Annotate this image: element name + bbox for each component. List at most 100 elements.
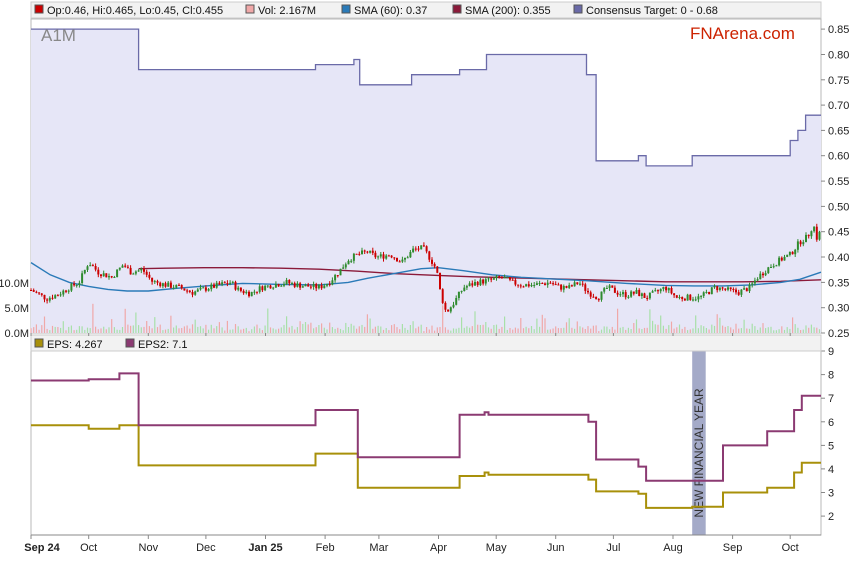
price-tick-label: 0.55 <box>828 176 849 188</box>
volume-bar <box>170 315 172 333</box>
volume-bar <box>412 321 414 333</box>
volume-bar <box>469 327 471 333</box>
volume-bar <box>127 324 129 333</box>
volume-bar <box>70 325 72 333</box>
candle-body <box>751 283 754 285</box>
candle-body <box>420 245 423 250</box>
volume-bar <box>151 328 153 333</box>
volume-bar <box>490 328 492 333</box>
volume-bar <box>495 324 498 333</box>
volume-bar <box>245 327 247 333</box>
volume-bar <box>426 327 428 333</box>
candle-body <box>250 292 253 297</box>
candle-body <box>121 265 124 268</box>
legend-label-volume: Vol: 2.167M <box>258 5 316 17</box>
candle-body <box>425 246 428 252</box>
volume-bar <box>665 328 667 333</box>
volume-bar <box>557 328 559 333</box>
volume-bar <box>805 325 807 333</box>
volume-bar <box>321 323 323 333</box>
price-legend-background <box>30 1 822 19</box>
candle-body <box>675 295 678 298</box>
volume-bar <box>143 326 145 333</box>
sma-200-line <box>138 267 822 283</box>
volume-bar <box>536 318 538 333</box>
candle-body <box>30 290 32 291</box>
volume-bar <box>627 327 629 333</box>
volume-bar <box>135 312 137 333</box>
candle-body <box>258 286 261 292</box>
volume-bar <box>401 324 403 333</box>
legend-label-ohlc: Op:0.46, Hi:0.465, Lo:0.45, Cl:0.455 <box>47 5 223 17</box>
volume-bar <box>420 324 422 333</box>
volume-bar <box>86 327 89 333</box>
candle-body <box>161 283 164 287</box>
eps-line <box>31 424 821 509</box>
candle-body <box>786 254 789 257</box>
volume-bar <box>221 327 223 333</box>
candle-body <box>191 292 194 295</box>
volume-bar <box>329 322 331 333</box>
price-legend: Op:0.46, Hi:0.465, Lo:0.45, Cl:0.455 Vol… <box>30 1 822 19</box>
candle-body <box>108 276 110 278</box>
volume-bar <box>732 329 734 333</box>
candle-body <box>422 245 425 247</box>
candle-body <box>352 253 355 261</box>
candle-body <box>363 250 366 252</box>
volume-bar <box>105 329 107 333</box>
volume-bar <box>409 325 411 333</box>
volume-bar <box>356 328 358 333</box>
volume-bar <box>466 326 468 333</box>
volume-bar <box>97 329 99 333</box>
legend-item-consensus: Consensus Target: 0 - 0.68 <box>573 4 718 17</box>
candle-body <box>613 287 616 293</box>
candle-body <box>210 284 213 290</box>
price-tick-label: 0.85 <box>828 24 849 36</box>
candle-body <box>463 287 466 291</box>
volume-bar <box>81 326 83 333</box>
candle-body <box>767 267 770 274</box>
eps-axis-ticks: 2 3 4 5 6 7 8 9 <box>821 346 834 523</box>
candle-body <box>705 292 708 293</box>
x-tick-label: Mar <box>369 542 388 554</box>
candle-body <box>490 278 493 280</box>
volume-bar <box>76 329 78 333</box>
candle-body <box>223 282 226 284</box>
x-axis: Sep 24 Oct Nov Dec Jan 25 Feb Mar Apr May Jun Jul A… <box>24 333 821 554</box>
x-tick-label: Oct <box>80 542 97 554</box>
candle-body <box>140 269 143 271</box>
volume-bar <box>479 325 481 333</box>
volume-tick-label: 10.0M <box>0 278 29 290</box>
candle-body <box>799 241 802 245</box>
candle-body <box>331 280 334 285</box>
candle-body <box>673 293 676 296</box>
candle-body <box>51 297 54 299</box>
candle-body <box>522 286 525 288</box>
volume-bar <box>224 330 226 333</box>
legend-item-sma200: SMA (200): 0.355 <box>452 4 551 17</box>
volume-bar <box>210 324 212 333</box>
candle-body <box>573 282 576 287</box>
volume-bar <box>606 326 608 333</box>
candle-body <box>457 291 460 298</box>
candle-body <box>204 287 207 291</box>
candle-body <box>807 234 810 237</box>
volume-bar <box>509 328 511 333</box>
candle-body <box>169 282 172 288</box>
volume-bar <box>773 330 775 333</box>
candle-body <box>40 293 43 295</box>
volume-bar <box>684 326 686 333</box>
ticker-label: A1M <box>41 26 76 45</box>
sma-60-line <box>30 262 822 292</box>
eps-tick-label: 9 <box>828 346 834 358</box>
eps-tick-label: 7 <box>828 393 834 405</box>
volume-bar <box>635 319 638 333</box>
volume-bar <box>256 324 258 333</box>
candle-body <box>546 282 549 285</box>
volume-bar <box>272 328 274 333</box>
candle-body <box>775 265 778 267</box>
price-tick-label: 0.65 <box>828 125 849 137</box>
candle-body <box>503 277 506 279</box>
volume-bar <box>735 323 737 333</box>
volume-bar <box>541 314 543 333</box>
